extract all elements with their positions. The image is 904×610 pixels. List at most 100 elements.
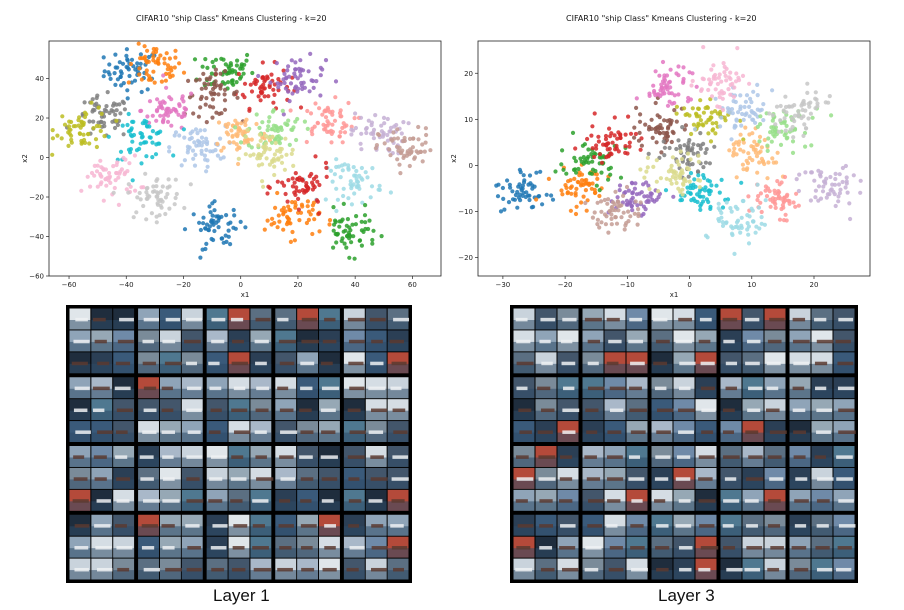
scatter-point xyxy=(281,227,286,232)
scatter-point xyxy=(287,207,292,212)
thumbnail xyxy=(206,352,228,374)
scatter-point xyxy=(654,125,659,131)
scatter-point xyxy=(245,127,250,132)
scatter-point xyxy=(285,199,290,204)
scatter-point xyxy=(680,125,685,130)
scatter-point xyxy=(266,119,271,124)
scatter-point xyxy=(131,215,136,220)
scatter-point xyxy=(700,76,705,81)
thumbnail xyxy=(535,308,557,330)
scatter-point xyxy=(751,219,756,224)
scatter-point xyxy=(114,171,120,176)
scatter-point xyxy=(385,116,390,122)
scatter-point xyxy=(636,207,641,212)
scatter-point xyxy=(597,225,602,230)
scatter-point xyxy=(615,195,620,200)
scatter-point xyxy=(776,194,782,199)
scatter-point xyxy=(272,92,277,97)
scatter-point xyxy=(401,120,406,125)
scatter-point xyxy=(359,147,364,152)
scatter-point xyxy=(743,112,748,117)
scatter-point xyxy=(741,140,746,145)
scatter-point xyxy=(390,138,395,143)
scatter-point xyxy=(324,165,329,170)
scatter-point xyxy=(758,200,763,205)
scatter-point xyxy=(263,141,268,146)
scatter-point xyxy=(717,105,722,110)
thumbnail xyxy=(513,330,535,352)
thumbnail xyxy=(343,467,365,489)
thumbnail xyxy=(138,489,160,511)
scatter-point xyxy=(365,175,370,180)
thumbnail xyxy=(742,467,764,489)
thumbnail xyxy=(228,377,250,399)
scatter-point xyxy=(642,194,647,199)
scatter-point xyxy=(719,177,724,182)
scatter-point xyxy=(745,221,750,226)
scatter-point xyxy=(276,85,281,90)
scatter-point xyxy=(180,94,185,99)
scatter-point xyxy=(129,134,135,139)
scatter-point xyxy=(230,68,235,73)
scatter-point xyxy=(699,87,704,92)
scatter-point xyxy=(668,178,673,183)
scatter-point xyxy=(113,52,118,57)
thumbnail xyxy=(181,467,203,489)
scatter-point xyxy=(677,175,683,180)
scatter-point xyxy=(243,225,248,230)
scatter-point xyxy=(808,198,814,203)
scatter-point xyxy=(613,215,618,220)
scatter-point xyxy=(116,202,121,207)
scatter-point xyxy=(752,139,757,144)
scatter-point xyxy=(765,143,770,148)
scatter-point xyxy=(777,182,782,187)
thumbnail xyxy=(387,489,409,511)
scatter-point xyxy=(76,118,81,123)
scatter-point xyxy=(344,223,349,228)
thumbnail xyxy=(557,330,579,352)
scatter-point xyxy=(743,125,748,130)
scatter-point xyxy=(773,122,778,127)
scatter-point xyxy=(165,119,171,124)
scatter-point xyxy=(720,107,726,113)
thumbnail xyxy=(582,308,604,330)
scatter-point xyxy=(101,74,106,79)
scatter-point xyxy=(222,107,228,112)
scatter-point xyxy=(685,185,690,190)
scatter-point xyxy=(707,179,713,184)
scatter-point xyxy=(681,182,686,187)
y-tick-label: −60 xyxy=(29,273,44,281)
scatter-point xyxy=(271,123,276,128)
scatter-point xyxy=(210,220,215,225)
scatter-point xyxy=(809,170,815,175)
scatter-point xyxy=(234,89,239,94)
scatter-point xyxy=(369,123,374,128)
scatter-point xyxy=(668,122,673,127)
scatter-point xyxy=(334,232,339,237)
thumbnail xyxy=(91,352,113,374)
thumbnail xyxy=(720,330,742,352)
thumbnail xyxy=(206,421,228,442)
scatter-point xyxy=(711,63,716,68)
thumbnail xyxy=(297,514,319,536)
scatter-point xyxy=(666,80,672,85)
scatter-point xyxy=(732,146,737,151)
thumbnail xyxy=(206,536,228,558)
thumbnail xyxy=(764,399,786,421)
scatter-point xyxy=(140,56,145,61)
scatter-point xyxy=(623,132,628,137)
scatter-point xyxy=(202,81,207,86)
thumbnail xyxy=(720,489,742,511)
scatter-point xyxy=(776,129,782,134)
scatter-point xyxy=(721,90,727,96)
scatter-point xyxy=(236,145,241,150)
scatter-point xyxy=(669,181,674,186)
scatter-point xyxy=(126,129,131,134)
scatter-point xyxy=(213,79,218,84)
scatter-point xyxy=(298,210,304,215)
scatter-point xyxy=(105,90,110,95)
thumbnail xyxy=(319,558,340,580)
scatter-point xyxy=(534,197,539,202)
x-tick-label: 60 xyxy=(408,281,417,289)
scatter-point xyxy=(758,114,763,119)
